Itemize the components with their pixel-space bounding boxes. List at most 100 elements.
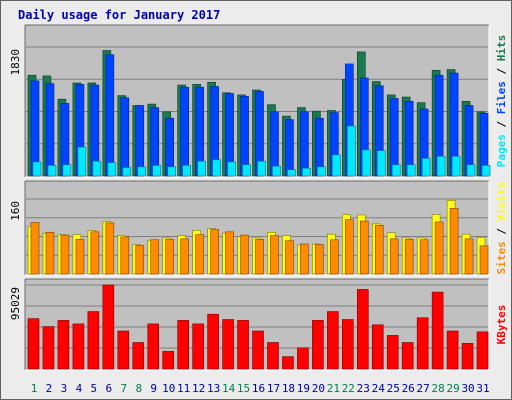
bar-kbytes-day-19 (297, 347, 309, 370)
panel-0-ytick-label: 1830 (9, 49, 22, 76)
bar-kbytes-day-18 (282, 356, 294, 370)
bar-pages-day-7 (122, 167, 132, 177)
bar-kbytes-day-16 (252, 330, 264, 370)
x-tick-label-day-31: 31 (476, 382, 489, 395)
bar-kbytes-day-13 (207, 313, 219, 370)
bar-kbytes-day-22 (342, 319, 354, 370)
x-tick-label-day-17: 17 (267, 382, 280, 395)
x-tick-label-day-6: 6 (106, 382, 113, 395)
x-tick-label-day-16: 16 (252, 382, 265, 395)
bar-pages-day-8 (137, 166, 147, 177)
bar-files-day-25 (389, 98, 399, 177)
bar-pages-day-26 (406, 164, 416, 177)
bar-sites-day-10 (165, 239, 175, 275)
bar-kbytes-day-27 (416, 317, 429, 370)
bar-sites-day-9 (150, 239, 160, 275)
bar-sites-day-2 (45, 231, 55, 275)
bar-sites-day-15 (240, 234, 249, 275)
panel-0-legend: Pages / Files / Hits (495, 35, 508, 168)
bar-sites-day-3 (60, 234, 70, 275)
x-tick-label-day-7: 7 (120, 382, 127, 395)
x-tick-label-day-8: 8 (135, 382, 142, 395)
x-tick-label-day-30: 30 (461, 382, 474, 395)
x-tick-label-day-15: 15 (237, 382, 250, 395)
bar-pages-day-22 (347, 125, 356, 177)
bar-kbytes-day-21 (327, 311, 339, 370)
legend-kbytes: KBytes (495, 305, 508, 345)
bar-kbytes-day-1 (27, 318, 40, 370)
x-tick-label-day-9: 9 (150, 382, 157, 395)
x-tick-label-day-27: 27 (417, 382, 430, 395)
panel-2-ytick-label: 95029 (9, 287, 22, 320)
legend-separator: / (495, 221, 508, 241)
bar-kbytes-day-7 (117, 330, 130, 370)
bar-sites-day-11 (180, 238, 189, 275)
bar-pages-day-27 (421, 158, 431, 177)
bar-pages-day-10 (167, 166, 177, 177)
bar-sites-day-26 (404, 239, 414, 275)
bar-pages-day-15 (242, 164, 251, 177)
bar-kbytes-day-2 (42, 326, 55, 370)
bar-files-day-11 (180, 86, 189, 177)
bar-pages-day-17 (272, 165, 281, 177)
bar-sites-day-25 (389, 238, 399, 275)
bar-kbytes-day-14 (222, 319, 234, 370)
bar-sites-day-30 (464, 238, 474, 275)
bar-files-day-6 (105, 54, 115, 177)
x-tick-label-day-12: 12 (192, 382, 205, 395)
bar-files-day-18 (285, 119, 294, 177)
x-tick-label-day-13: 13 (207, 382, 220, 395)
bar-kbytes-day-20 (312, 320, 324, 370)
x-tick-label-day-5: 5 (91, 382, 98, 395)
bar-pages-day-18 (287, 169, 296, 177)
x-tick-label-day-26: 26 (402, 382, 415, 395)
bar-kbytes-day-8 (132, 342, 145, 370)
x-tick-label-day-20: 20 (312, 382, 325, 395)
x-tick-label-day-21: 21 (327, 382, 340, 395)
bar-kbytes-day-17 (267, 342, 279, 370)
bar-kbytes-day-4 (72, 323, 85, 370)
bar-kbytes-day-15 (237, 320, 249, 370)
bar-pages-day-6 (107, 162, 117, 177)
x-tick-label-day-23: 23 (357, 382, 370, 395)
bar-pages-day-24 (376, 150, 386, 177)
bar-pages-day-23 (361, 149, 371, 177)
bar-pages-day-20 (317, 166, 326, 177)
bar-files-day-7 (120, 97, 130, 177)
x-tick-label-day-29: 29 (446, 382, 459, 395)
bar-kbytes-day-23 (356, 289, 369, 370)
bar-sites-day-18 (285, 240, 294, 275)
bar-kbytes-day-11 (177, 320, 189, 370)
x-tick-label-day-4: 4 (76, 382, 83, 395)
panel-1-legend: Sites / Visits (495, 182, 508, 275)
bar-pages-day-11 (182, 165, 191, 177)
bar-sites-day-6 (105, 222, 115, 275)
bar-kbytes-day-28 (431, 291, 444, 370)
bar-kbytes-day-12 (192, 323, 204, 370)
bar-pages-day-3 (62, 164, 72, 177)
bar-pages-day-5 (92, 160, 102, 177)
bar-sites-day-8 (135, 245, 145, 275)
bar-pages-day-13 (212, 159, 221, 177)
bar-kbytes-day-3 (57, 320, 70, 370)
bar-sites-day-7 (120, 236, 130, 275)
x-tick-label-day-14: 14 (222, 382, 236, 395)
bar-pages-day-14 (227, 161, 236, 177)
panel-2-legend: KBytes (495, 305, 508, 345)
legend-hits: Hits (495, 35, 508, 62)
panel-1-ytick-label: 160 (9, 201, 22, 221)
bar-sites-day-29 (449, 208, 459, 275)
bar-pages-day-2 (47, 165, 57, 177)
bar-pages-day-28 (436, 155, 446, 177)
x-tick-label-day-2: 2 (46, 382, 53, 395)
bar-sites-day-22 (345, 219, 354, 275)
x-tick-label-day-19: 19 (297, 382, 310, 395)
x-tick-label-day-25: 25 (387, 382, 400, 395)
bar-sites-day-1 (30, 222, 40, 275)
bar-files-day-19 (300, 111, 309, 177)
bar-kbytes-day-26 (401, 342, 414, 370)
bar-sites-day-5 (90, 231, 100, 275)
bar-sites-day-23 (359, 220, 369, 275)
bar-pages-day-30 (466, 164, 476, 177)
bar-pages-day-29 (451, 155, 461, 177)
